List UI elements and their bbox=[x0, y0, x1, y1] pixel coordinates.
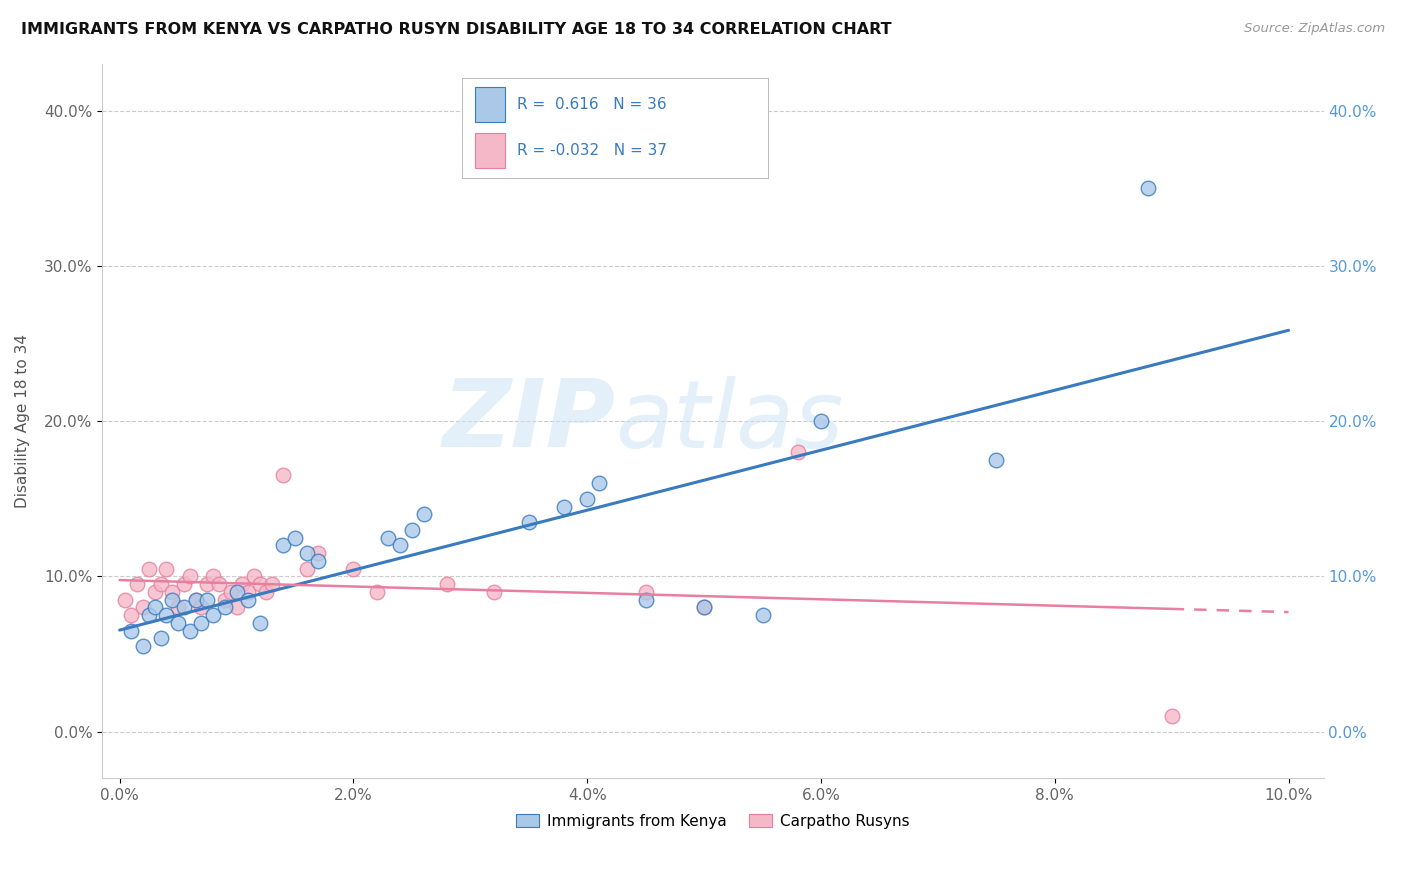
Point bbox=[184, 592, 207, 607]
Point bbox=[149, 577, 172, 591]
Point bbox=[254, 585, 277, 599]
Point bbox=[120, 608, 142, 623]
Point bbox=[553, 500, 575, 514]
Point bbox=[1160, 709, 1182, 723]
Point bbox=[202, 608, 225, 623]
Point bbox=[120, 624, 142, 638]
Legend: Immigrants from Kenya, Carpatho Rusyns: Immigrants from Kenya, Carpatho Rusyns bbox=[510, 807, 915, 835]
Point bbox=[138, 561, 160, 575]
Point bbox=[389, 538, 412, 552]
Point bbox=[436, 577, 458, 591]
Point bbox=[179, 569, 201, 583]
Point bbox=[190, 600, 212, 615]
Point bbox=[307, 546, 329, 560]
Point bbox=[295, 561, 318, 575]
Point bbox=[517, 515, 540, 529]
Point bbox=[693, 600, 716, 615]
Point bbox=[271, 468, 294, 483]
Point bbox=[202, 569, 225, 583]
Point bbox=[195, 592, 218, 607]
Point bbox=[271, 538, 294, 552]
Point bbox=[786, 445, 808, 459]
Point bbox=[588, 476, 610, 491]
Point bbox=[114, 592, 136, 607]
Point bbox=[751, 608, 773, 623]
Point bbox=[225, 600, 247, 615]
Point bbox=[1137, 181, 1160, 195]
Point bbox=[231, 577, 253, 591]
Point bbox=[195, 577, 218, 591]
Point bbox=[214, 592, 236, 607]
Point bbox=[482, 585, 505, 599]
Point bbox=[173, 577, 195, 591]
Point bbox=[260, 577, 283, 591]
Text: atlas: atlas bbox=[616, 376, 844, 467]
Point bbox=[634, 592, 657, 607]
Point bbox=[366, 585, 388, 599]
Point bbox=[576, 491, 599, 506]
Point bbox=[143, 600, 166, 615]
Point bbox=[173, 600, 195, 615]
Point bbox=[219, 585, 242, 599]
Point bbox=[208, 577, 231, 591]
Point bbox=[190, 615, 212, 630]
Point bbox=[401, 523, 423, 537]
Point bbox=[693, 600, 716, 615]
Point bbox=[243, 569, 266, 583]
Point bbox=[143, 585, 166, 599]
Point bbox=[127, 577, 149, 591]
Point bbox=[184, 592, 207, 607]
Text: ZIP: ZIP bbox=[443, 376, 616, 467]
Point bbox=[238, 592, 260, 607]
Point bbox=[284, 531, 307, 545]
Text: IMMIGRANTS FROM KENYA VS CARPATHO RUSYN DISABILITY AGE 18 TO 34 CORRELATION CHAR: IMMIGRANTS FROM KENYA VS CARPATHO RUSYN … bbox=[21, 22, 891, 37]
Point bbox=[132, 600, 155, 615]
Point bbox=[149, 632, 172, 646]
Point bbox=[249, 577, 271, 591]
Point bbox=[138, 608, 160, 623]
Point bbox=[162, 585, 184, 599]
Point bbox=[155, 561, 177, 575]
Point bbox=[167, 600, 190, 615]
Point bbox=[377, 531, 399, 545]
Point bbox=[986, 453, 1008, 467]
Point bbox=[225, 585, 247, 599]
Point bbox=[342, 561, 364, 575]
Point bbox=[307, 554, 329, 568]
Point bbox=[214, 600, 236, 615]
Point bbox=[412, 508, 434, 522]
Point bbox=[155, 608, 177, 623]
Point bbox=[810, 414, 832, 428]
Point bbox=[238, 585, 260, 599]
Y-axis label: Disability Age 18 to 34: Disability Age 18 to 34 bbox=[15, 334, 30, 508]
Text: Source: ZipAtlas.com: Source: ZipAtlas.com bbox=[1244, 22, 1385, 36]
Point bbox=[132, 640, 155, 654]
Point bbox=[167, 615, 190, 630]
Point bbox=[295, 546, 318, 560]
Point bbox=[249, 615, 271, 630]
Point bbox=[179, 624, 201, 638]
Point bbox=[634, 585, 657, 599]
Point bbox=[162, 592, 184, 607]
